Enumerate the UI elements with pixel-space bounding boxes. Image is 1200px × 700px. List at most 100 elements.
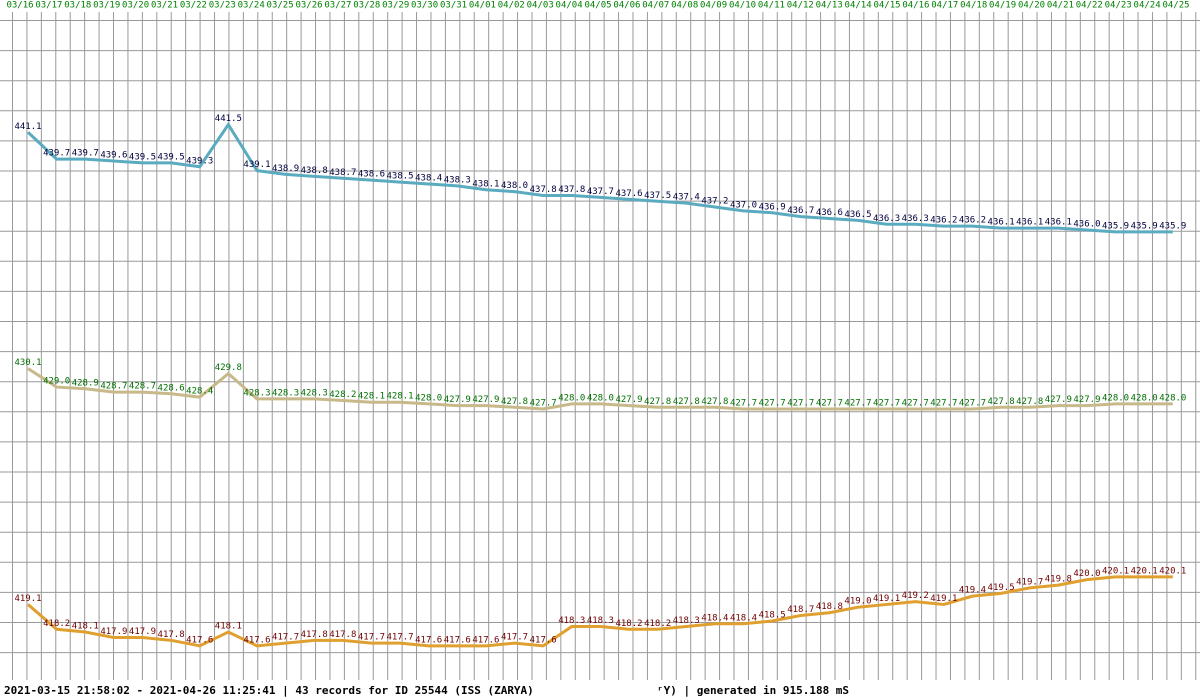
x-tick-label: 04/24 [1134,1,1161,11]
data-label: 427.7 [844,398,871,408]
data-label: 427.9 [444,395,471,405]
data-label: 436.1 [988,218,1015,228]
x-tick-label: 04/23 [1105,1,1132,11]
data-label: 418.8 [816,602,843,612]
data-label: 436.9 [759,202,786,212]
data-label: 417.6 [472,635,499,645]
data-label: 439.5 [158,152,185,162]
data-label: 428.4 [186,387,213,397]
x-tick-label: 04/19 [989,1,1016,11]
x-tick-label: 03/26 [295,1,322,11]
x-tick-label: 04/18 [960,1,987,11]
data-label: 418.2 [615,619,642,629]
x-tick-label: 04/01 [469,1,496,11]
footer-right: ʳY) | generated in 915.188 mS [657,684,849,697]
data-label: 417.7 [387,633,414,643]
data-label: 436.3 [902,214,929,224]
x-tick-label: 04/20 [1018,1,1045,11]
data-label: 428.0 [1159,393,1186,403]
data-label: 428.1 [387,392,414,402]
data-label: 438.3 [444,175,471,185]
data-label: 417.7 [272,633,299,643]
data-label: 428.6 [158,383,185,393]
data-label: 417.6 [243,635,270,645]
data-label: 439.6 [100,151,127,161]
data-label: 427.7 [530,398,557,408]
x-tick-label: 03/28 [353,1,380,11]
x-tick-label: 04/11 [758,1,785,11]
data-label: 427.8 [988,397,1015,407]
data-label: 418.2 [644,619,671,629]
data-label: 428.0 [558,393,585,403]
data-label: 417.9 [129,627,156,637]
x-tick-label: 04/09 [700,1,727,11]
data-label: 428.0 [415,393,442,403]
x-tick-label: 04/13 [816,1,843,11]
data-label: 427.8 [701,397,728,407]
x-tick-label: 04/21 [1047,1,1074,11]
data-label: 417.8 [301,630,328,640]
data-label: 427.8 [1016,397,1043,407]
x-tick-label: 04/25 [1162,1,1189,11]
data-label: 417.6 [444,635,471,645]
data-label: 435.9 [1159,221,1186,231]
data-label: 439.7 [72,149,99,159]
data-label: 427.7 [959,398,986,408]
data-label: 438.1 [472,179,499,189]
data-label: 427.8 [644,397,671,407]
data-label: 418.5 [759,611,786,621]
data-label: 418.4 [701,613,728,623]
data-label: 436.2 [930,216,957,226]
data-label: 437.8 [530,185,557,195]
data-label: 419.2 [902,591,929,601]
data-label: 438.7 [329,168,356,178]
data-label: 418.4 [730,613,757,623]
data-label: 419.7 [1016,577,1043,587]
data-label: 430.1 [14,358,41,368]
data-label: 428.0 [587,393,614,403]
data-label: 417.8 [158,630,185,640]
x-tick-label: 03/23 [209,1,236,11]
series-line [27,367,1173,411]
data-label: 427.8 [673,397,700,407]
data-label: 427.7 [902,398,929,408]
data-label: 437.0 [730,200,757,210]
x-tick-label: 04/12 [787,1,814,11]
data-label: 436.1 [1016,218,1043,228]
x-tick-label: 04/02 [498,1,525,11]
data-label: 427.7 [873,398,900,408]
data-label: 417.9 [100,627,127,637]
data-label: 418.2 [43,619,70,629]
data-label: 436.6 [816,208,843,218]
x-tick-label: 04/07 [642,1,669,11]
data-label: 419.1 [14,594,41,604]
data-label: 435.9 [1131,221,1158,231]
data-label: 436.0 [1073,220,1100,230]
x-tick-label: 04/05 [584,1,611,11]
data-label: 441.1 [14,122,41,132]
data-label: 417.6 [530,635,557,645]
data-label: 427.7 [730,398,757,408]
data-label: 420.0 [1073,569,1100,579]
data-label: 427.7 [816,398,843,408]
x-tick-label: 03/30 [411,1,438,11]
data-label: 428.7 [100,382,127,392]
data-label: 436.5 [844,210,871,220]
data-label: 418.7 [787,605,814,615]
data-label: 427.8 [501,397,528,407]
data-label: 436.1 [1045,218,1072,228]
data-label: 420.1 [1159,566,1186,576]
data-label: 427.9 [472,395,499,405]
x-tick-label: 03/17 [35,1,62,11]
data-label: 439.7 [43,149,70,159]
data-label: 436.7 [787,206,814,216]
data-label: 438.5 [387,172,414,182]
data-label: 418.3 [587,616,614,626]
data-label: 428.2 [329,390,356,400]
x-tick-label: 04/03 [527,1,554,11]
data-label: 427.9 [1045,395,1072,405]
data-label: 427.7 [930,398,957,408]
data-label: 438.4 [415,174,442,184]
